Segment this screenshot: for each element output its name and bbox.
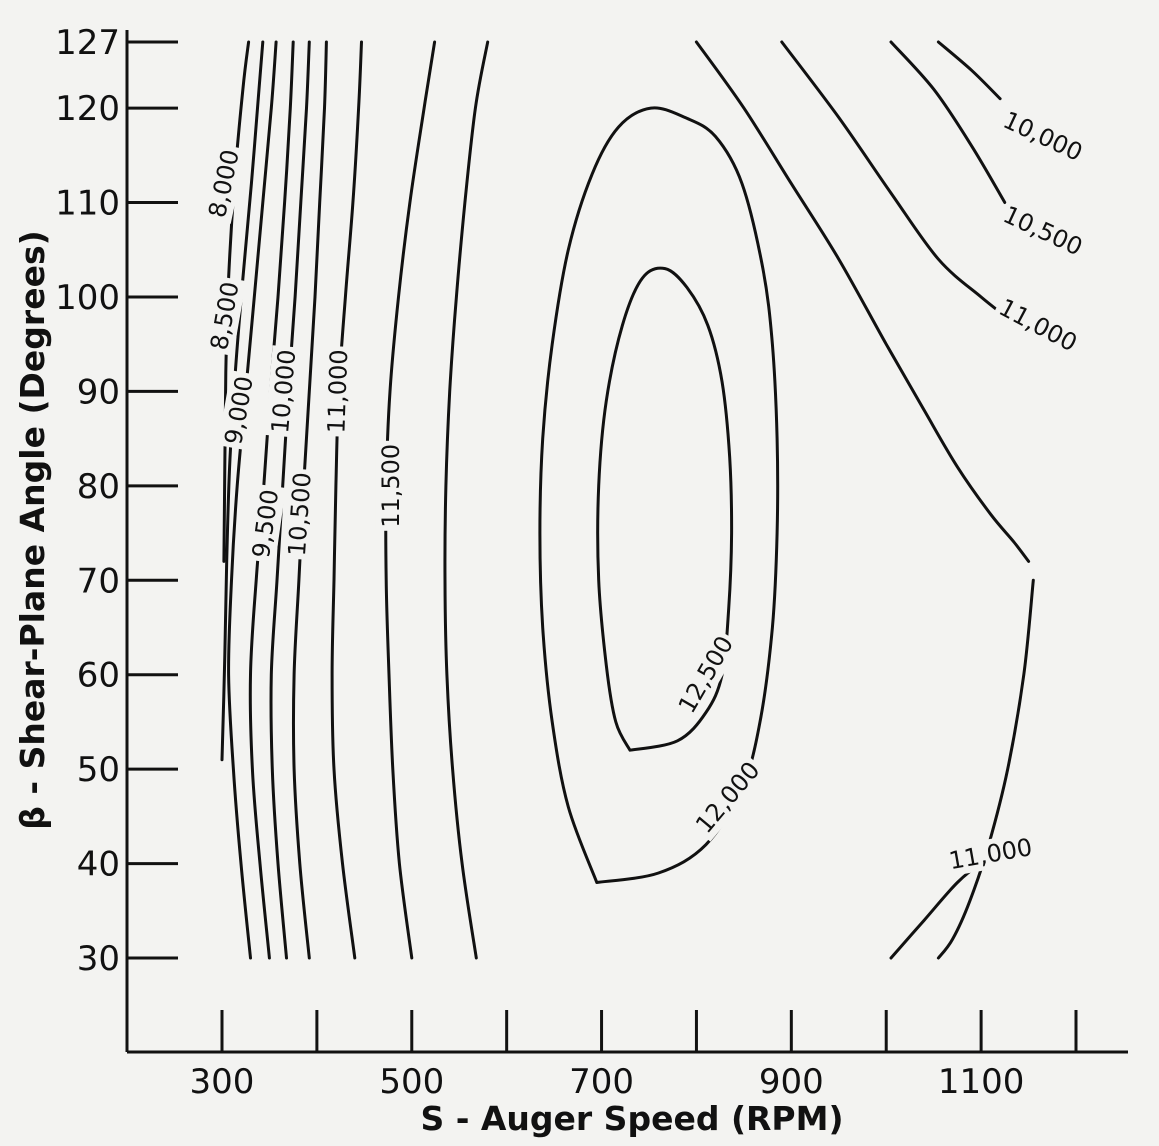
y-tick-label: 100 <box>55 278 120 318</box>
contour-label-group: 12,000 <box>687 753 768 841</box>
x-tick-label: 900 <box>759 1062 824 1102</box>
y-tick-label: 120 <box>55 89 120 129</box>
contour-label-group: 9,000 <box>218 370 261 450</box>
contour-label: 11,500 <box>377 444 405 528</box>
contour-label-group: 11,000 <box>321 346 354 437</box>
y-tick-label: 110 <box>55 184 120 224</box>
contour-line <box>445 42 488 958</box>
contour-line <box>938 42 1000 99</box>
y-tick-label: 70 <box>77 561 120 601</box>
x-tick-label: 700 <box>569 1062 634 1102</box>
contour-line <box>782 42 1005 316</box>
x-tick-label: 1100 <box>938 1062 1025 1102</box>
y-tick-label: 127 <box>55 23 120 63</box>
contour-label: 10,500 <box>283 471 317 557</box>
contour-label: 11,000 <box>322 349 353 434</box>
contour-label-group: 8,500 <box>203 276 246 356</box>
contour-label-group: 11,500 <box>376 441 406 531</box>
contour-label-group: 12,500 <box>670 628 741 721</box>
contour-label-group: 10,000 <box>996 104 1090 169</box>
x-tick-label: 300 <box>190 1062 255 1102</box>
y-tick-label: 50 <box>77 750 120 790</box>
contour-label: 10,500 <box>999 200 1087 261</box>
y-tick-label: 30 <box>77 939 120 979</box>
contour-label-group: 8,000 <box>201 143 246 224</box>
y-tick-label: 80 <box>77 467 120 507</box>
contour-lines <box>222 42 1033 958</box>
y-axis-label: β - Shear-Plane Angle (Degrees) <box>13 230 52 829</box>
contour-label: 12,500 <box>673 631 739 718</box>
y-tick-label: 60 <box>77 656 120 696</box>
contour-line <box>332 42 361 958</box>
x-tick-label: 500 <box>379 1062 444 1102</box>
contour-label-group: 10,000 <box>265 345 303 437</box>
contour-line <box>891 42 1005 203</box>
y-tick-label: 40 <box>77 845 120 885</box>
x-axis-label: S - Auger Speed (RPM) <box>420 1099 843 1138</box>
contour-label-group: 10,500 <box>996 198 1090 263</box>
contour-line <box>696 42 1028 561</box>
contour-label-group: 11,000 <box>991 291 1085 360</box>
contour-label-group: 10,500 <box>282 468 318 560</box>
contour-label: 12,000 <box>690 756 765 838</box>
contour-label: 10,000 <box>999 106 1087 167</box>
y-tick-label: 90 <box>77 372 120 412</box>
contour-line <box>938 580 1033 958</box>
